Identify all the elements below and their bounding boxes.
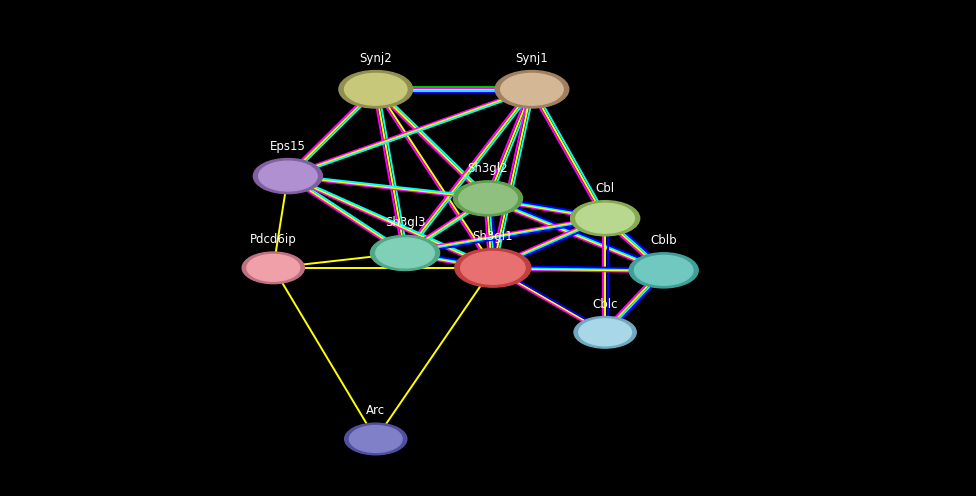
Circle shape bbox=[574, 316, 636, 348]
Text: Arc: Arc bbox=[366, 404, 386, 417]
Circle shape bbox=[339, 70, 413, 108]
Circle shape bbox=[254, 159, 322, 193]
Text: Sh3gl1: Sh3gl1 bbox=[472, 230, 513, 243]
Circle shape bbox=[259, 161, 317, 191]
Text: Cblb: Cblb bbox=[650, 234, 677, 247]
Circle shape bbox=[242, 252, 305, 284]
Text: Synj1: Synj1 bbox=[515, 52, 549, 64]
Circle shape bbox=[634, 255, 693, 285]
Circle shape bbox=[495, 70, 569, 108]
Circle shape bbox=[349, 426, 402, 452]
Circle shape bbox=[247, 254, 300, 281]
Text: Synj2: Synj2 bbox=[359, 52, 392, 64]
Text: Cbl: Cbl bbox=[595, 182, 615, 195]
Circle shape bbox=[571, 201, 639, 236]
Circle shape bbox=[579, 319, 631, 346]
Circle shape bbox=[345, 73, 407, 105]
Circle shape bbox=[371, 236, 439, 270]
Text: Eps15: Eps15 bbox=[270, 139, 305, 153]
Circle shape bbox=[501, 73, 563, 105]
Circle shape bbox=[459, 184, 517, 213]
Circle shape bbox=[345, 423, 407, 455]
Circle shape bbox=[461, 251, 525, 284]
Text: Sh3gl3: Sh3gl3 bbox=[385, 216, 426, 230]
Circle shape bbox=[454, 181, 522, 216]
Text: Cblc: Cblc bbox=[592, 298, 618, 310]
Circle shape bbox=[376, 238, 434, 268]
Text: Sh3gl2: Sh3gl2 bbox=[468, 162, 508, 175]
Text: Pdcd6ip: Pdcd6ip bbox=[250, 233, 297, 246]
Circle shape bbox=[455, 248, 531, 287]
Circle shape bbox=[630, 253, 698, 288]
Circle shape bbox=[576, 203, 634, 233]
